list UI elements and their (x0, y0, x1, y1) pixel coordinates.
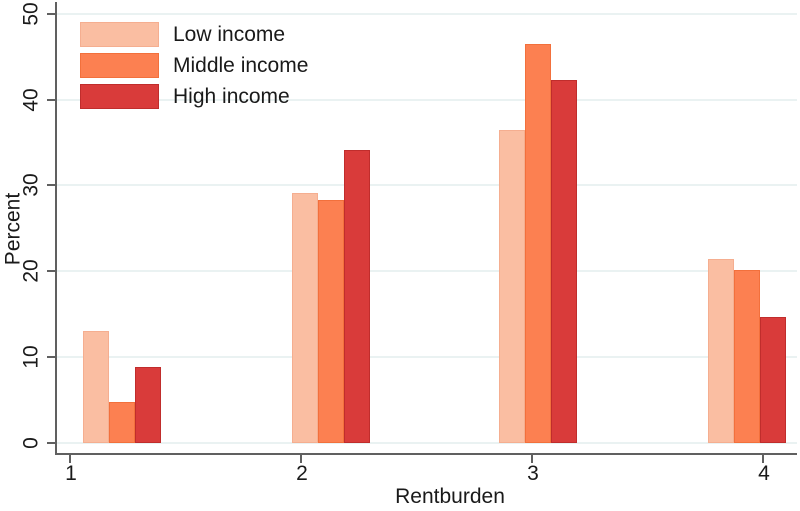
gridline (57, 356, 797, 359)
gridline (57, 442, 797, 444)
y-tick-mark (47, 270, 56, 273)
legend-swatch-low-income (80, 22, 159, 47)
legend-label: High income (173, 85, 290, 108)
gridline (57, 270, 797, 273)
legend-item: High income (80, 84, 308, 109)
gridline (57, 12, 797, 15)
bar-high-income-group-1 (135, 367, 161, 443)
x-axis-line (55, 453, 797, 455)
legend-label: Low income (173, 23, 286, 46)
bar-low-income-group-4 (708, 259, 734, 443)
x-tick-label: 4 (758, 462, 770, 485)
y-tick-label: 40 (19, 87, 43, 112)
bar-middle-income-group-3 (525, 44, 551, 443)
y-tick-mark (47, 12, 56, 15)
bar-middle-income-group-1 (109, 402, 135, 443)
x-tick-label: 2 (296, 462, 308, 485)
y-tick-mark (47, 356, 56, 359)
legend-item: Middle income (80, 53, 308, 78)
y-tick-label: 10 (19, 345, 43, 369)
bar-high-income-group-4 (760, 317, 786, 443)
legend-item: Low income (80, 22, 308, 47)
y-tick-mark (47, 184, 56, 187)
gridline (57, 184, 797, 187)
x-axis-title: Rentburden (395, 485, 505, 508)
y-axis-line (55, 2, 57, 454)
legend-label: Middle income (173, 54, 309, 77)
bar-low-income-group-1 (83, 331, 109, 443)
y-tick-mark (47, 98, 56, 101)
legend: Low income Middle income High income (80, 22, 308, 109)
x-tick-mark (300, 455, 302, 463)
y-tick-label: 50 (19, 1, 43, 26)
x-tick-label: 3 (527, 462, 539, 485)
x-tick-mark (69, 455, 71, 463)
legend-swatch-middle-income (80, 53, 159, 78)
y-tick-mark (47, 442, 56, 444)
bar-high-income-group-2 (344, 150, 370, 443)
bar-low-income-group-3 (499, 130, 525, 443)
gridline (57, 98, 797, 101)
x-tick-mark (531, 455, 533, 463)
y-tick-label: 0 (19, 437, 43, 449)
bar-middle-income-group-4 (734, 270, 760, 443)
legend-swatch-high-income (80, 84, 159, 109)
bar-low-income-group-2 (292, 193, 318, 443)
y-axis-title: Percent (1, 192, 25, 266)
x-tick-label: 1 (65, 462, 77, 485)
x-tick-mark (762, 455, 764, 463)
bar-high-income-group-3 (551, 80, 577, 443)
bar-middle-income-group-2 (318, 200, 344, 443)
